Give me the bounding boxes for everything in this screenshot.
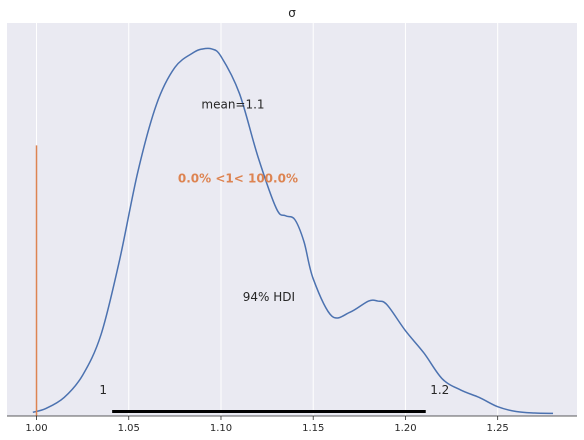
mean-annotation: mean=1.1	[201, 97, 264, 111]
x-tick-label: 1.15	[302, 423, 324, 434]
chart-title: σ	[288, 6, 296, 20]
reference-annotation: 0.0% <1< 100.0%	[178, 171, 298, 185]
x-tick-label: 1.20	[394, 423, 416, 434]
x-tick-label: 1.05	[118, 423, 140, 434]
density-curve	[32, 47, 554, 415]
x-axis-ticks: 1.00 1.05 1.10 1.15 1.20 1.25	[25, 416, 509, 434]
hdi-low-label: 1	[99, 383, 107, 397]
plot-background	[7, 23, 577, 416]
hdi-label: 94% HDI	[243, 290, 295, 304]
x-tick-label: 1.00	[25, 423, 47, 434]
x-tick-label: 1.10	[210, 423, 232, 434]
x-tick-label: 1.25	[487, 423, 509, 434]
hdi-high-label: 1.2	[430, 383, 449, 397]
x-grid-lines	[36, 23, 499, 416]
